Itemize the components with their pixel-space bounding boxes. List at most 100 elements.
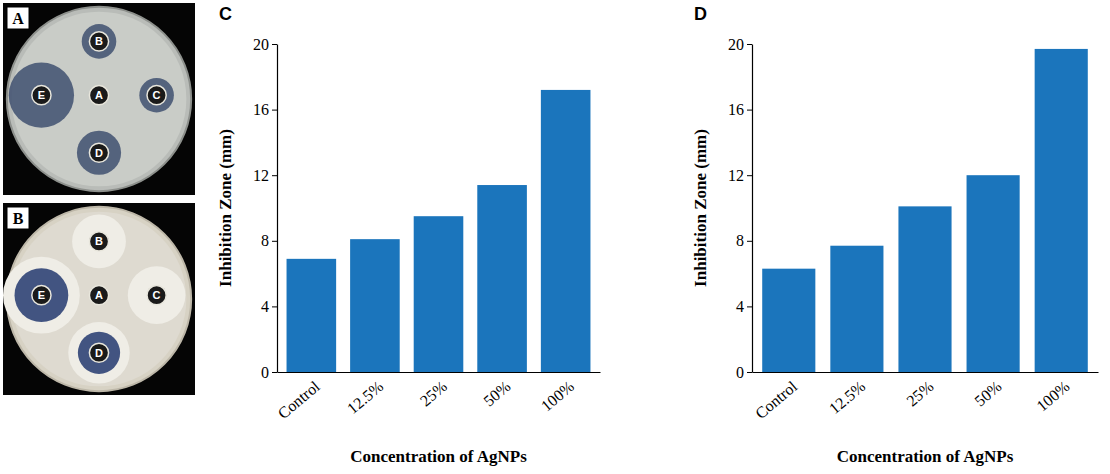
inhibition-zone — [139, 78, 174, 113]
disc-label: E — [38, 289, 45, 301]
bar — [898, 206, 951, 372]
bar — [287, 259, 337, 372]
y-tick: 20 — [728, 36, 752, 53]
axis-line — [752, 45, 753, 373]
bar — [414, 216, 464, 372]
disc — [89, 343, 108, 362]
y-tick-label: 8 — [736, 232, 744, 249]
x-tick: 100% — [1033, 372, 1073, 415]
panel-label-box — [7, 7, 29, 29]
tick-mark — [747, 372, 752, 373]
tick-mark — [747, 44, 752, 45]
inhibition-zone — [15, 268, 69, 322]
disc-label: E — [38, 89, 45, 101]
bar — [967, 175, 1020, 372]
x-tick-label: 100% — [538, 378, 578, 415]
disc-label: D — [95, 347, 103, 359]
y-tick-label: 12 — [253, 167, 269, 184]
inhibition-zone — [77, 131, 121, 175]
y-tick-label: 16 — [728, 101, 744, 118]
petri-dish — [7, 207, 191, 391]
tick-mark — [272, 241, 277, 242]
y-tick: 0 — [261, 364, 277, 381]
y-tick: 16 — [253, 101, 277, 118]
x-tick: 25% — [417, 372, 450, 409]
disc — [89, 286, 108, 305]
figure: BACDEABACDEB048121620Control12.5%25%50%1… — [0, 0, 1110, 474]
disc — [147, 286, 166, 305]
disc — [32, 286, 51, 305]
bars — [287, 90, 591, 372]
tick-mark — [747, 241, 752, 242]
y-tick-label: 0 — [261, 364, 269, 381]
axis-line — [278, 372, 601, 373]
tick-mark — [272, 44, 277, 45]
inhibition-halo — [128, 266, 186, 324]
panel-label-box — [7, 207, 29, 229]
y-tick-label: 8 — [261, 232, 269, 249]
photo: BACDEB — [3, 203, 195, 395]
y-tick: 20 — [253, 36, 277, 53]
y-tick: 4 — [736, 298, 752, 315]
agar — [12, 12, 187, 187]
y-axis-title: Inhibition Zone (mm) — [691, 129, 710, 287]
y-tick-label: 4 — [261, 298, 269, 315]
y-tick: 8 — [261, 232, 277, 249]
disc — [89, 232, 108, 251]
y-tick-label: 0 — [736, 364, 744, 381]
x-axis-title: Concentration of AgNPs — [837, 447, 1014, 466]
disc-label: B — [95, 35, 103, 47]
x-axis-title: Concentration of AgNPs — [350, 447, 527, 466]
disc-label: A — [95, 289, 103, 301]
petri-dish — [7, 7, 191, 191]
tick-mark — [272, 175, 277, 176]
photo-background — [3, 3, 195, 195]
disc-label: D — [95, 147, 103, 159]
tick-mark — [272, 110, 277, 111]
disc — [32, 86, 51, 105]
y-axis: 0 4 8 12 16 20 — [253, 36, 278, 381]
bar — [350, 239, 400, 372]
x-tick: 50% — [480, 372, 513, 409]
y-axis-title: Inhibition Zone (mm) — [216, 129, 235, 287]
inhibition-halo — [3, 257, 80, 334]
agar — [12, 212, 187, 387]
inhibition-halo — [68, 322, 129, 383]
bar — [830, 246, 883, 372]
y-tick-label: 20 — [728, 36, 744, 53]
chart: 0 4 8 12 16 20 Control 12.5% 25% 50% 100% Inhibitio… — [216, 4, 601, 466]
x-tick: 25% — [903, 372, 936, 409]
x-tick: 12.5% — [826, 372, 869, 417]
x-tick-label: 100% — [1033, 378, 1073, 415]
y-tick: 12 — [728, 167, 752, 184]
panel-label: D — [694, 4, 707, 24]
inhibition-zone — [78, 332, 120, 374]
bars — [762, 49, 1088, 372]
x-tick-label: 25% — [417, 378, 450, 410]
tick-mark — [272, 372, 277, 373]
x-tick: 12.5% — [344, 372, 387, 417]
x-tick: 100% — [538, 372, 578, 415]
x-tick-label: 12.5% — [826, 378, 869, 418]
disc — [89, 86, 108, 105]
x-tick-label: 25% — [903, 378, 936, 410]
x-tick-label: Control — [274, 377, 323, 422]
disc — [147, 86, 166, 105]
y-tick-label: 12 — [728, 167, 744, 184]
tick-mark — [747, 175, 752, 176]
x-tick-label: 50% — [971, 378, 1004, 410]
x-tick-label: 50% — [480, 378, 513, 410]
axis-line — [753, 372, 1099, 373]
tick-mark — [272, 306, 277, 307]
x-axis: Control 12.5% 25% 50% 100% — [752, 372, 1099, 422]
tick-mark — [747, 110, 752, 111]
y-tick: 0 — [736, 364, 752, 381]
bar — [762, 269, 815, 372]
tick-mark — [747, 306, 752, 307]
y-tick-label: 4 — [736, 298, 744, 315]
panel-label: C — [219, 4, 232, 24]
axis-line — [277, 45, 278, 373]
disc-label: B — [95, 235, 103, 247]
disc-label: C — [153, 89, 161, 101]
x-tick: Control — [752, 372, 801, 422]
